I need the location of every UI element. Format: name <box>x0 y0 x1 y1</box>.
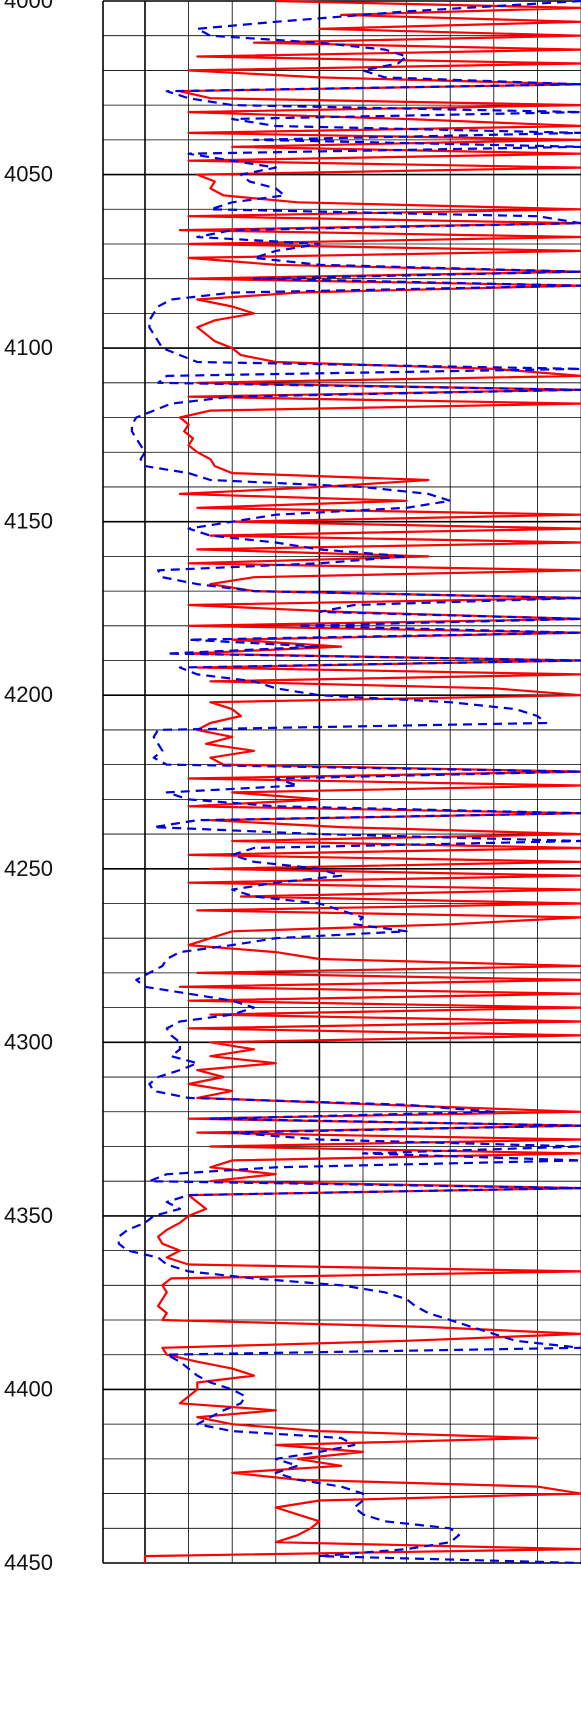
depth-tick-label: 4050 <box>4 162 53 187</box>
solid-curve <box>143 0 581 1563</box>
depth-tick-label: 4100 <box>4 335 53 360</box>
depth-tick-label: 4250 <box>4 856 53 881</box>
depth-tick-label: 4200 <box>4 682 53 707</box>
depth-tick-label: 4300 <box>4 1029 53 1054</box>
depth-tick-label: 4450 <box>4 1550 53 1575</box>
log-curves <box>117 0 581 1565</box>
depth-axis-labels: 4000 4050 4100 4150 4200 4250 4300 4350 4400 4450 <box>4 0 53 1575</box>
vertical-gridlines <box>102 1 581 1563</box>
minor-gridlines <box>103 35 581 1529</box>
depth-tick-label: 4350 <box>4 1203 53 1228</box>
depth-tick-label: 4000 <box>4 0 53 13</box>
depth-tick-label: 4150 <box>4 509 53 534</box>
dashed-curve <box>117 0 581 1565</box>
depth-tick-label: 4400 <box>4 1376 53 1401</box>
major-depth-gridlines <box>103 0 581 1564</box>
